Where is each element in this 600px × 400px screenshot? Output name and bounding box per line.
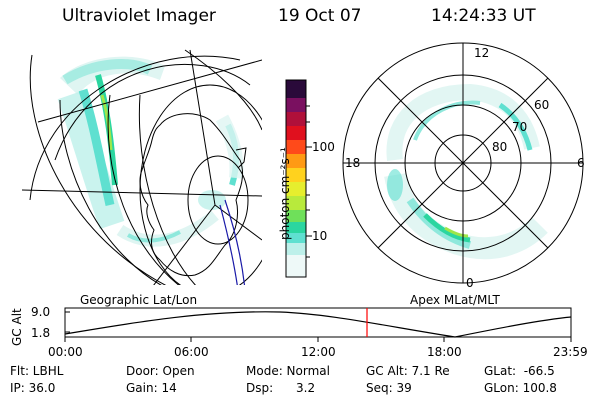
timeline-xtick-2359: 23:59 xyxy=(553,345,588,359)
timeline-xtick-1800: 18:00 xyxy=(427,345,462,359)
status-dsp: Dsp: 3.2 xyxy=(246,381,316,395)
colorbar-tick-10: 10 xyxy=(312,229,328,243)
mlt-label-0: 0 xyxy=(466,276,474,290)
status-ip: IP: 36.0 xyxy=(10,381,56,395)
aurora-emission-geographic xyxy=(57,56,244,247)
instrument-title: Ultraviolet Imager xyxy=(62,6,216,26)
mlat-label-80: 80 xyxy=(492,140,508,154)
colorbar-tick-100: 100 xyxy=(312,140,335,154)
altitude-timeline xyxy=(64,307,572,342)
color-scale-bar xyxy=(285,79,312,278)
status-gain: Gain: 14 xyxy=(126,381,177,395)
mlt-label-12: 12 xyxy=(474,46,490,60)
polar-mlt-plot xyxy=(342,42,584,284)
geographic-map xyxy=(22,49,262,285)
time-label: 14:24:33 UT xyxy=(431,6,536,26)
status-glon: GLon: 100.8 xyxy=(484,381,557,395)
mlt-label-6: 6 xyxy=(577,156,585,170)
status-mode: Mode: Normal xyxy=(246,364,330,378)
geographic-map-title: Geographic Lat/Lon xyxy=(80,293,198,307)
status-door: Door: Open xyxy=(126,364,195,378)
timeline-xtick-0000: 00:00 xyxy=(48,345,83,359)
timeline-ytick-9: 9.0 xyxy=(31,305,51,319)
status-seq: Seq: 39 xyxy=(366,381,412,395)
status-gc-alt: GC Alt: 7.1 Re xyxy=(366,364,450,378)
status-filter: Flt: LBHL xyxy=(10,364,64,378)
timeline-ytick-1-8: 1.8 xyxy=(31,326,51,340)
timeline-xtick-1200: 12:00 xyxy=(301,345,336,359)
date-label: 19 Oct 07 xyxy=(278,6,362,26)
mlt-label-18: 18 xyxy=(345,156,361,170)
mlat-label-70: 70 xyxy=(512,120,528,134)
timeline-y-label: GC Alt xyxy=(10,308,24,346)
colorbar-unit-label: photon cm⁻²s⁻¹ xyxy=(278,147,292,240)
polar-map-title: Apex MLat/MLT xyxy=(410,293,500,307)
status-glat: GLat: -66.5 xyxy=(484,364,555,378)
mlat-label-60: 60 xyxy=(534,98,550,112)
aurora-emission-polar xyxy=(384,83,548,260)
timeline-xtick-0600: 06:00 xyxy=(174,345,209,359)
